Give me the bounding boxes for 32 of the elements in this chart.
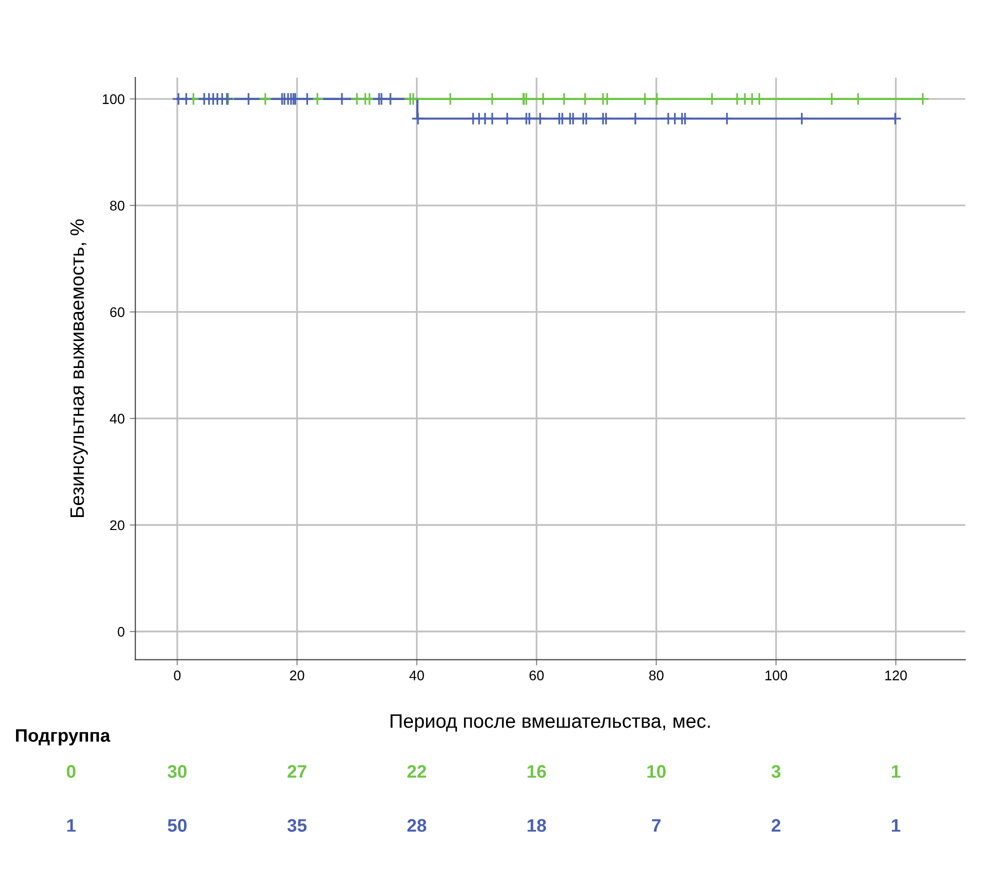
x-tick-label: 100 — [766, 670, 788, 680]
x-tick-label: 20 — [290, 670, 304, 680]
text: 1 — [892, 765, 900, 778]
text: 35 — [287, 819, 307, 832]
x-tick-label: 60 — [530, 670, 544, 680]
y-axis-title: Безинсультная выживаемость, % — [70, 219, 88, 518]
text: 22 — [407, 765, 426, 778]
y-tick-label: 40 — [110, 414, 124, 424]
text: 28 — [407, 819, 426, 832]
text: 0 — [66, 765, 76, 778]
y-tick-label: 0 — [118, 626, 124, 637]
text: 7 — [652, 819, 661, 832]
text: Подгруппа — [16, 729, 110, 746]
y-tick-label: 60 — [110, 307, 124, 318]
text: 10 — [647, 765, 666, 778]
text: 1 — [67, 819, 76, 832]
text: 18 — [528, 819, 546, 832]
x-tick-label: 80 — [649, 670, 664, 680]
y-tick-label: 20 — [110, 520, 124, 530]
x-axis-title: Период после вмешательства, мес. — [390, 714, 710, 732]
text: 27 — [288, 765, 306, 778]
y-tick-label: 80 — [110, 200, 124, 211]
text: 1 — [892, 819, 900, 832]
text: 50 — [168, 819, 187, 832]
y-tick-label: 100 — [102, 94, 124, 104]
text: 16 — [528, 765, 546, 778]
text: 30 — [168, 765, 187, 778]
x-tick-label: 120 — [885, 670, 907, 680]
text: 3 — [771, 765, 780, 778]
text: 2 — [772, 819, 780, 832]
x-tick-label: 0 — [174, 670, 181, 680]
x-tick-label: 40 — [409, 670, 424, 680]
